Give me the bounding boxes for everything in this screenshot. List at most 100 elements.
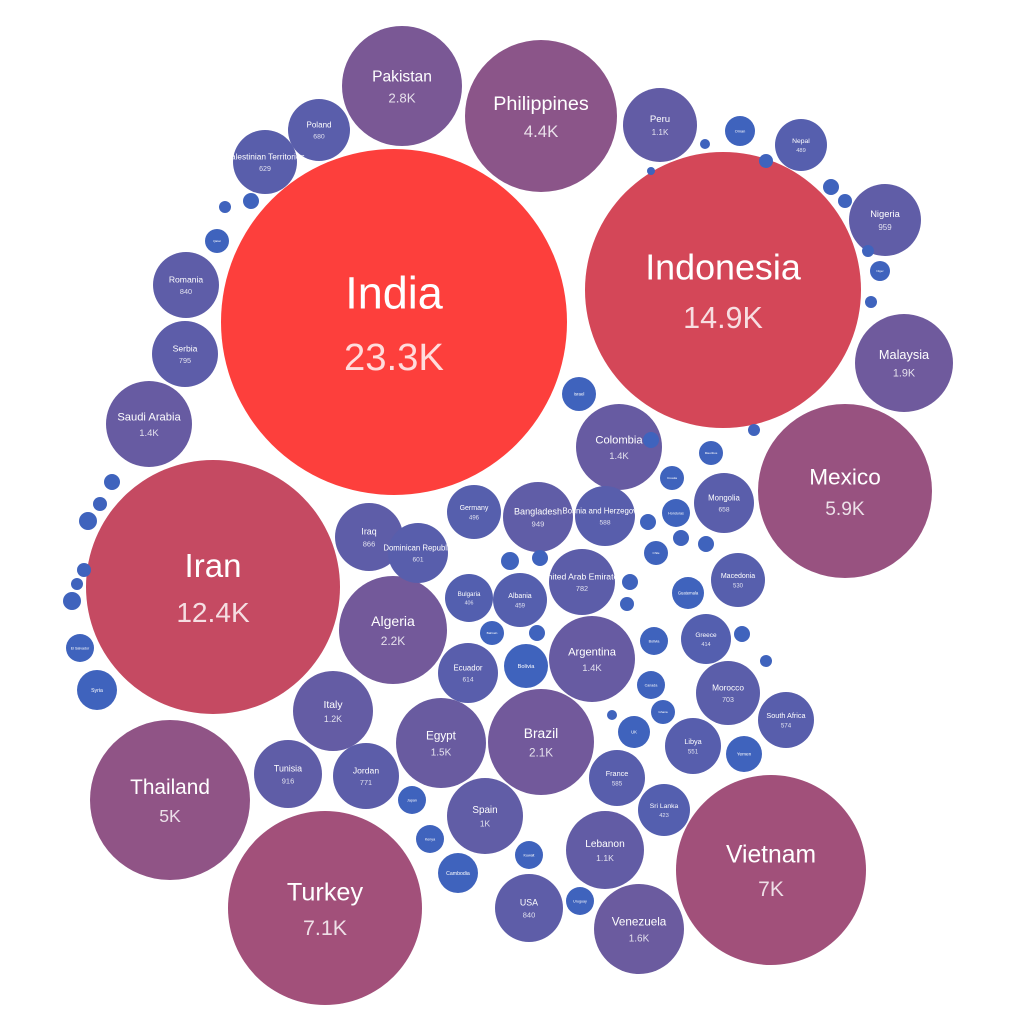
bubble-circle[interactable]	[396, 698, 486, 788]
bubble-circle[interactable]	[620, 597, 634, 611]
bubble-luxembourg[interactable]	[760, 655, 772, 667]
bubble-circle[interactable]	[493, 573, 547, 627]
bubble-circle[interactable]	[438, 853, 478, 893]
bubble-bolivia[interactable]: Bolivia	[504, 644, 548, 688]
bubble-circle[interactable]	[106, 381, 192, 467]
bubble-circle[interactable]	[660, 466, 684, 490]
bubble-circle[interactable]	[79, 512, 97, 530]
bubble-guatemala[interactable]: Guatemala	[672, 577, 704, 609]
bubble-circle[interactable]	[529, 625, 545, 641]
bubble-afghanistan[interactable]	[532, 550, 548, 566]
bubble-ghana[interactable]: Ghana	[651, 700, 675, 724]
bubble-circle[interactable]	[673, 530, 689, 546]
bubble-circle[interactable]	[416, 825, 444, 853]
bubble-circle[interactable]	[77, 670, 117, 710]
bubble-circle[interactable]	[562, 377, 596, 411]
bubble-circle[interactable]	[86, 460, 340, 714]
bubble-circle[interactable]	[219, 201, 231, 213]
bubble-cameroon[interactable]	[640, 514, 656, 530]
bubble-circle[interactable]	[438, 643, 498, 703]
bubble-circle[interactable]	[725, 116, 755, 146]
bubble-circle[interactable]	[503, 482, 573, 552]
bubble-hungary[interactable]	[643, 432, 659, 448]
bubble-armenia[interactable]	[700, 139, 710, 149]
bubble-circle[interactable]	[104, 474, 120, 490]
bubble-circle[interactable]	[672, 577, 704, 609]
bubble-circle[interactable]	[758, 692, 814, 748]
bubble-cambodia[interactable]: Cambodia	[438, 853, 478, 893]
bubble-circle[interactable]	[589, 750, 645, 806]
bubble-circle[interactable]	[339, 576, 447, 684]
bubble-circle[interactable]	[637, 671, 665, 699]
bubble-circle[interactable]	[398, 786, 426, 814]
bubble-circle[interactable]	[447, 485, 501, 539]
bubble-uk[interactable]: UK	[618, 716, 650, 748]
bubble-circle[interactable]	[566, 811, 644, 889]
bubble-montenegro[interactable]	[862, 245, 874, 257]
bubble-sudan[interactable]	[104, 474, 120, 490]
bubble-hong-kong[interactable]	[734, 626, 750, 642]
bubble-circle[interactable]	[644, 541, 668, 565]
bubble-circle[interactable]	[676, 775, 866, 965]
bubble-circle[interactable]	[699, 441, 723, 465]
bubble-circle[interactable]	[665, 718, 721, 774]
bubble-bahrain[interactable]: Bahrain	[480, 621, 504, 645]
bubble-circle[interactable]	[566, 887, 594, 915]
bubble-circle[interactable]	[698, 536, 714, 552]
bubble-yemen[interactable]: Yemen	[726, 736, 762, 772]
bubble-bolivia2[interactable]: Bolivia	[640, 627, 668, 655]
bubble-circle[interactable]	[838, 194, 852, 208]
bubble-circle[interactable]	[335, 503, 403, 571]
bubble-malta[interactable]	[529, 625, 545, 641]
bubble-panama[interactable]	[698, 536, 714, 552]
bubble-circle[interactable]	[640, 514, 656, 530]
bubble-somalia[interactable]	[71, 578, 83, 590]
bubble-circle[interactable]	[254, 740, 322, 808]
bubble-circle[interactable]	[93, 497, 107, 511]
bubble-circle[interactable]	[77, 563, 91, 577]
bubble-kyrgyzstan[interactable]	[759, 154, 773, 168]
bubble-sweden[interactable]	[823, 179, 839, 195]
bubble-palestine[interactable]	[219, 201, 231, 213]
bubble-portugal[interactable]	[243, 193, 259, 209]
bubble-honduras[interactable]: Honduras	[662, 499, 690, 527]
bubble-circle[interactable]	[823, 179, 839, 195]
bubble-circle[interactable]	[760, 655, 772, 667]
bubble-circle[interactable]	[488, 689, 594, 795]
bubble-circle[interactable]	[71, 578, 83, 590]
bubble-circle[interactable]	[501, 552, 519, 570]
bubble-mauritius[interactable]: Mauritius	[699, 441, 723, 465]
bubble-uruguay[interactable]: Uruguay	[566, 887, 594, 915]
bubble-circle[interactable]	[66, 634, 94, 662]
bubble-circle[interactable]	[647, 167, 655, 175]
bubble-el-salvador[interactable]: El Salvador	[66, 634, 94, 662]
bubble-circle[interactable]	[862, 245, 874, 257]
bubble-circle[interactable]	[585, 152, 861, 428]
bubble-circle[interactable]	[549, 549, 615, 615]
bubble-circle[interactable]	[575, 486, 635, 546]
bubble-circle[interactable]	[662, 499, 690, 527]
bubble-israel[interactable]: Israel	[562, 377, 596, 411]
bubble-circle[interactable]	[734, 626, 750, 642]
bubble-japan[interactable]: Japan	[398, 786, 426, 814]
